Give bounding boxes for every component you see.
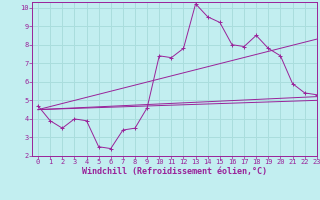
X-axis label: Windchill (Refroidissement éolien,°C): Windchill (Refroidissement éolien,°C) [82,167,267,176]
